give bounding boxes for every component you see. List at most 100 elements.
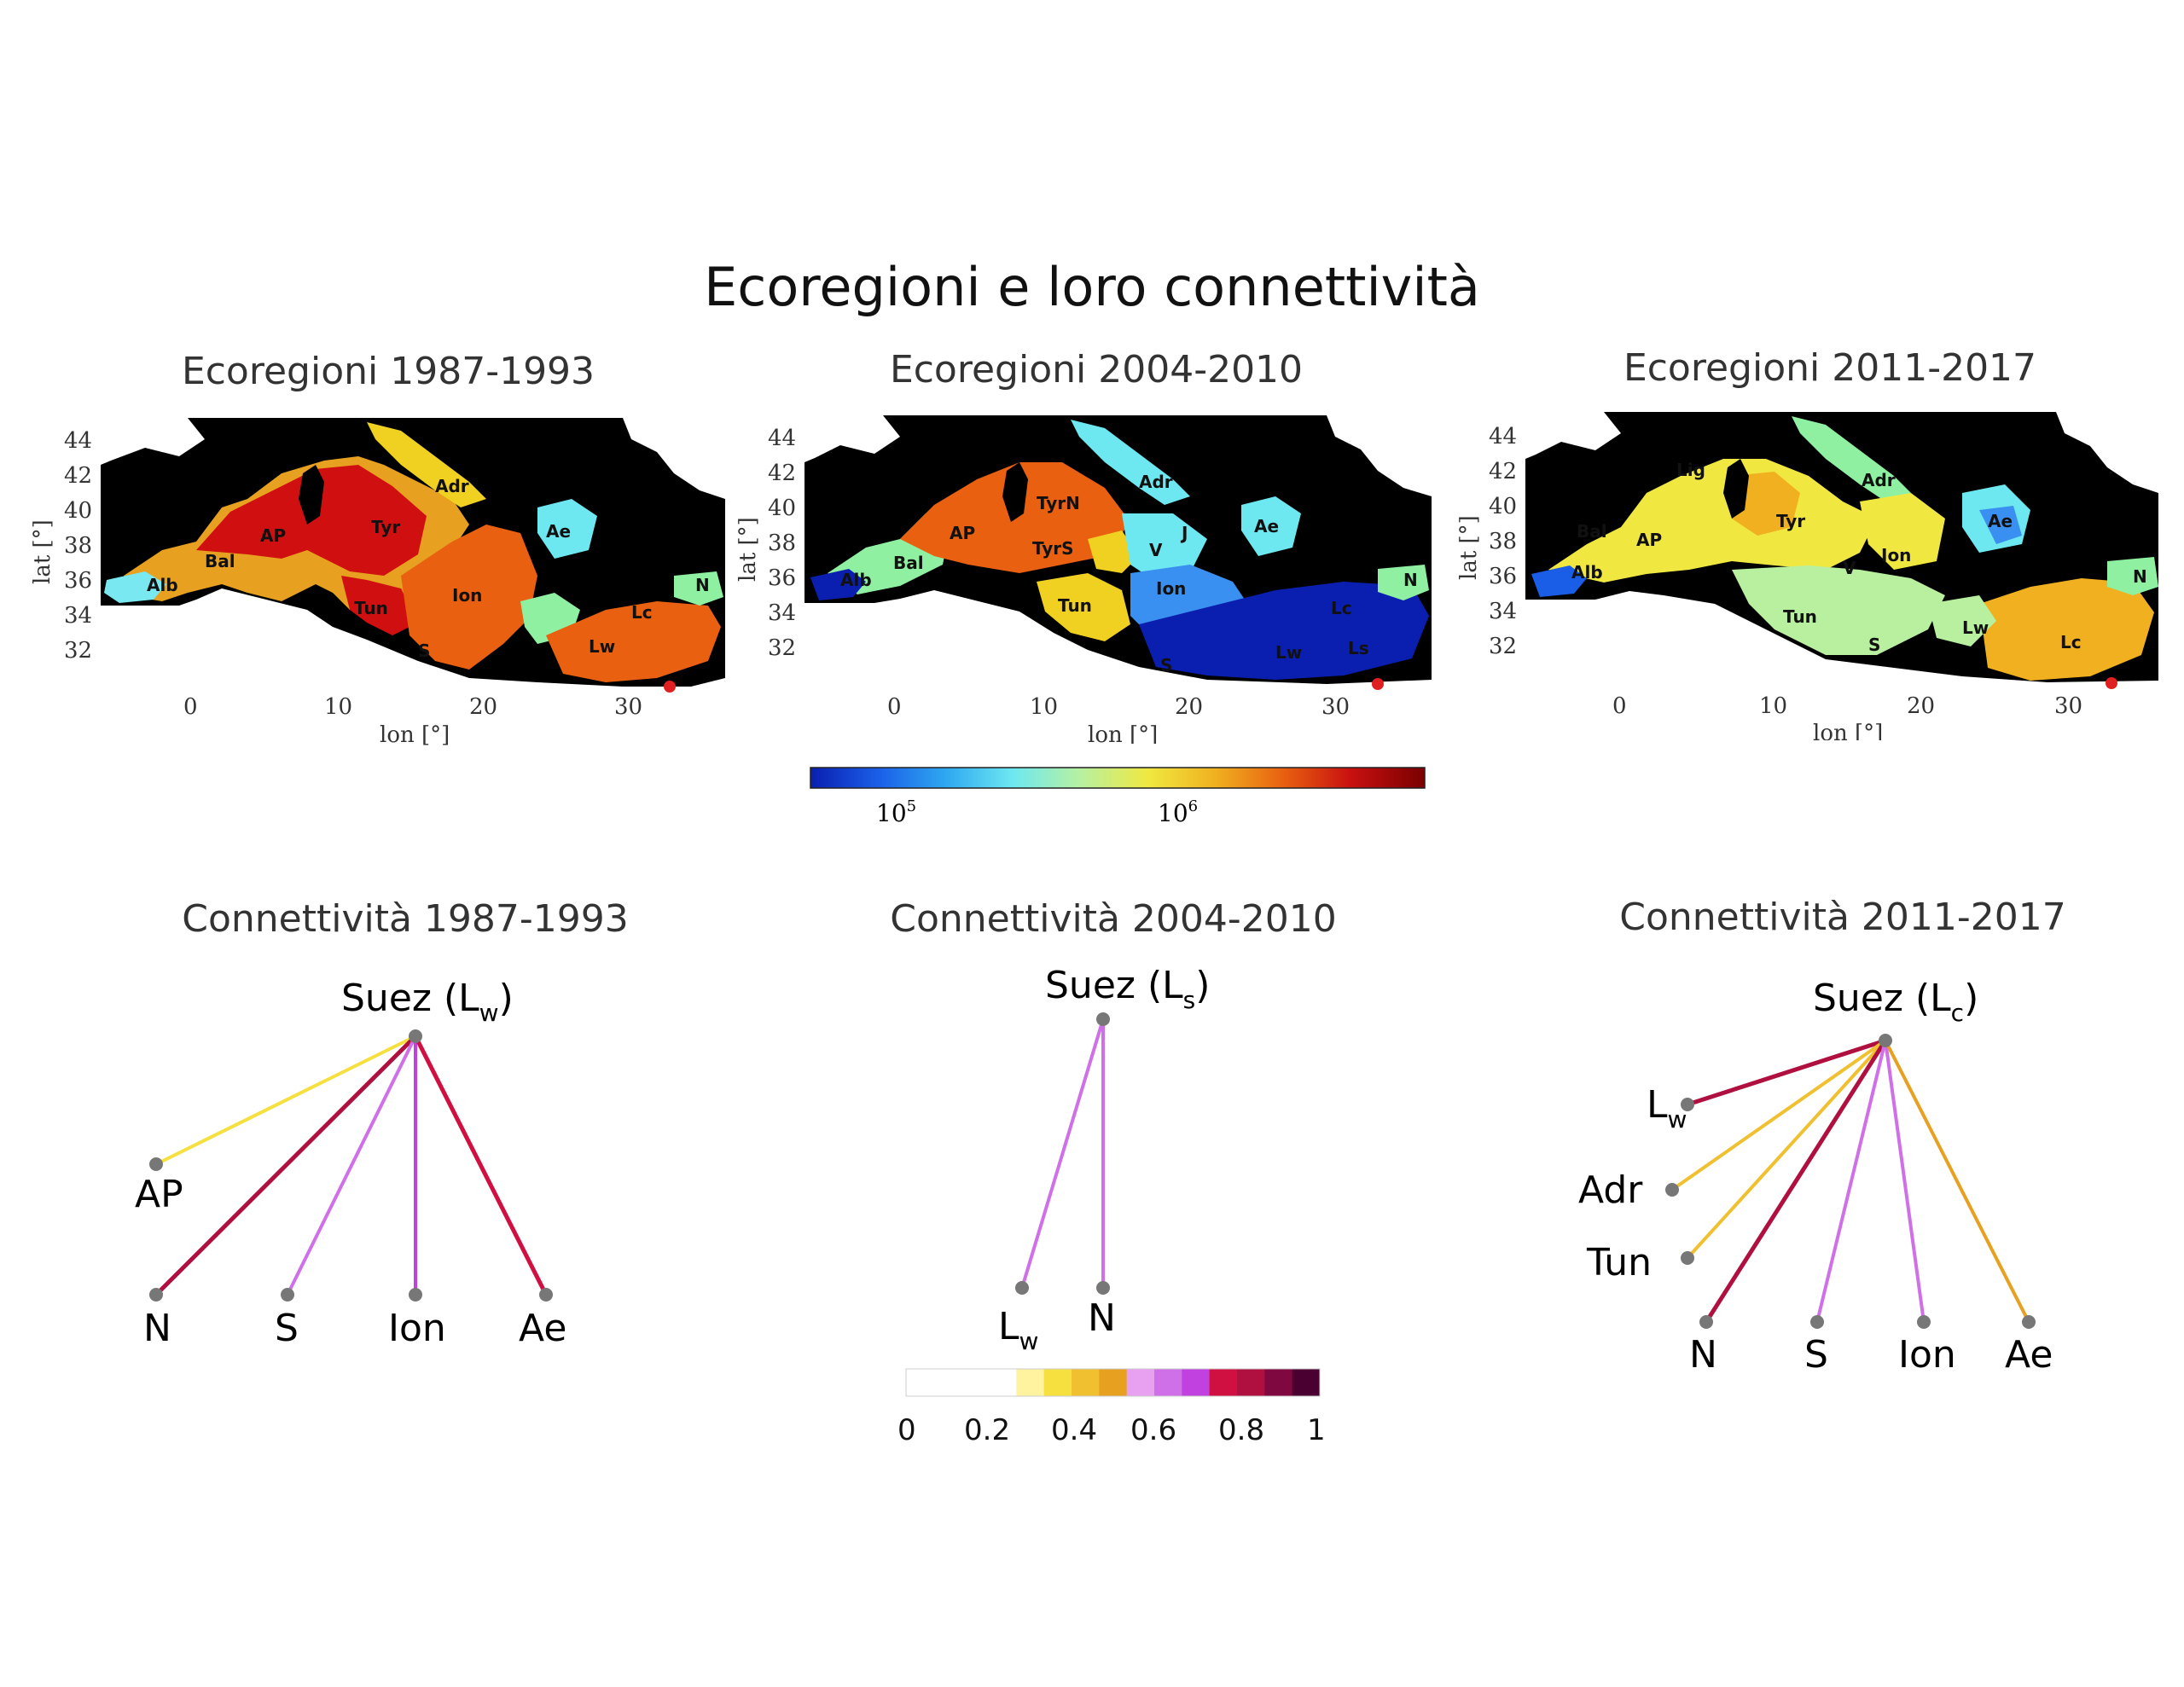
xtick: 0: [1612, 693, 1627, 719]
colorbar-outline: [905, 1368, 1321, 1397]
region-label: Ae: [1254, 516, 1279, 536]
node-label: N: [1689, 1333, 1717, 1377]
ytick: 44: [64, 428, 92, 454]
node-label: Lw: [998, 1305, 1038, 1355]
xtick: 20: [1907, 693, 1935, 719]
ytick: 36: [768, 565, 796, 591]
node-S: [281, 1288, 294, 1301]
network-title-3: Connettività 2011-2017: [1619, 896, 2066, 939]
region-label: N: [695, 575, 710, 595]
ytick: 38: [1489, 529, 1517, 554]
node-label: Ion: [388, 1307, 446, 1350]
node-Tun: [1681, 1251, 1694, 1265]
xtick: 20: [469, 694, 497, 720]
region-label: Ion: [452, 585, 482, 606]
map-1-plot: Alb Bal AP Tyr Tun Adr Ion S Ae Lc Lw N: [101, 418, 725, 693]
region-label: Lc: [631, 602, 653, 623]
xtick: 10: [324, 694, 352, 720]
ytick: 42: [1489, 459, 1517, 484]
ytick: 40: [64, 498, 92, 524]
colorbar-cells: [906, 1369, 1321, 1396]
map-title-1: Ecoregioni 1987-1993: [181, 350, 595, 393]
region-label: N: [2133, 566, 2147, 587]
xtick: 0: [887, 694, 902, 720]
colorbar-tick: 0.4: [1051, 1413, 1097, 1447]
node-label: S: [275, 1307, 299, 1350]
region-label: Tyr: [1776, 511, 1805, 531]
ytick: 40: [1489, 494, 1517, 519]
region-label: Bal: [1577, 521, 1607, 542]
colorbar-density: 105 106: [810, 767, 1426, 827]
node-label: AP: [135, 1173, 183, 1216]
region-label: Ion: [1156, 578, 1186, 599]
ytick: 40: [768, 496, 796, 521]
node-label: N: [1088, 1296, 1116, 1340]
node-Ion: [1917, 1315, 1931, 1329]
edge-Lw: [1020, 1018, 1105, 1289]
node-N: [1096, 1281, 1110, 1295]
node-N: [149, 1288, 163, 1301]
region-label: TyrS: [1032, 538, 1074, 559]
colorbar-cell: [1182, 1369, 1211, 1396]
node-Ion: [409, 1288, 422, 1301]
region-label: Alb: [147, 575, 178, 595]
colorbar-cell: [1099, 1369, 1128, 1396]
xtick: 30: [2054, 693, 2082, 719]
node-hub: [1879, 1034, 1892, 1047]
region-label: AP: [1636, 530, 1662, 550]
region-label: Lc: [1331, 598, 1352, 618]
x-axis-label: lon [°]: [1088, 722, 1158, 744]
region-label: Alb: [840, 570, 872, 590]
x-axis-label: lon [°]: [1813, 721, 1883, 740]
colorbar-tick: 105: [876, 797, 916, 827]
colorbar-tick: 106: [1158, 797, 1198, 827]
xtick: 0: [183, 694, 198, 720]
network-title-2: Connettività 2004-2010: [890, 897, 1337, 941]
node-label: Lw: [1647, 1083, 1687, 1133]
colorbar-cell: [989, 1369, 1017, 1396]
region-label: Adr: [1862, 470, 1896, 490]
region-label: Ion: [1881, 545, 1911, 565]
ytick: 44: [768, 426, 796, 451]
colorbar-cell: [1154, 1369, 1182, 1396]
ytick: 42: [768, 461, 796, 486]
region-label: Bal: [893, 553, 924, 573]
region-label: TyrN: [1037, 493, 1080, 513]
colorbar-cell: [1016, 1369, 1045, 1396]
node-hub: [1096, 1012, 1110, 1026]
region-label: Bal: [205, 551, 235, 571]
y-axis-label: lat [°]: [1456, 515, 1482, 580]
map-title-2: Ecoregioni 2004-2010: [889, 348, 1304, 391]
node-label: Ion: [1898, 1333, 1956, 1377]
colorbar-cell: [1292, 1369, 1321, 1396]
node-label: Ae: [2005, 1333, 2053, 1377]
colorbar-tick: 0.6: [1130, 1413, 1176, 1447]
x-axis-label: lon [°]: [380, 722, 450, 746]
node-S: [1810, 1315, 1824, 1329]
edge-Tun: [1686, 1039, 1887, 1260]
node-Lw: [1015, 1281, 1029, 1295]
ytick: 32: [1489, 634, 1517, 659]
ytick: 32: [64, 638, 92, 664]
node-N: [1699, 1315, 1713, 1329]
ytick: 38: [64, 533, 92, 559]
region-label: Lw: [589, 636, 615, 657]
region-label: V: [1149, 540, 1163, 560]
edge-N: [1704, 1039, 1888, 1324]
map-panel-1: Alb Bal AP Tyr Tun Adr Ion S Ae Lc Lw N …: [30, 418, 725, 746]
node-label: Ae: [519, 1307, 566, 1350]
y-axis-label: lat [°]: [30, 519, 55, 584]
region-label: Tyr: [371, 517, 400, 537]
edge-Ae: [413, 1035, 549, 1296]
region-label: Lw: [1275, 642, 1302, 663]
ytick: 34: [64, 603, 92, 629]
map-2-plot: Alb Bal AP TyrN TyrS Adr V J Tun Ion Ae …: [804, 415, 1432, 690]
map-title-3: Ecoregioni 2011-2017: [1623, 346, 2037, 390]
edge-Ae: [1884, 1040, 2030, 1323]
map-panel-3: Alb Bal AP Lig Tyr Adr V Ion Ae Tun S Lw…: [1456, 412, 2158, 740]
edge-Lw: [1687, 1038, 1886, 1107]
node-hub: [409, 1029, 422, 1043]
colorbar-tick: 0.2: [964, 1413, 1010, 1447]
node-AP: [149, 1157, 163, 1171]
ytick: 34: [768, 600, 796, 626]
